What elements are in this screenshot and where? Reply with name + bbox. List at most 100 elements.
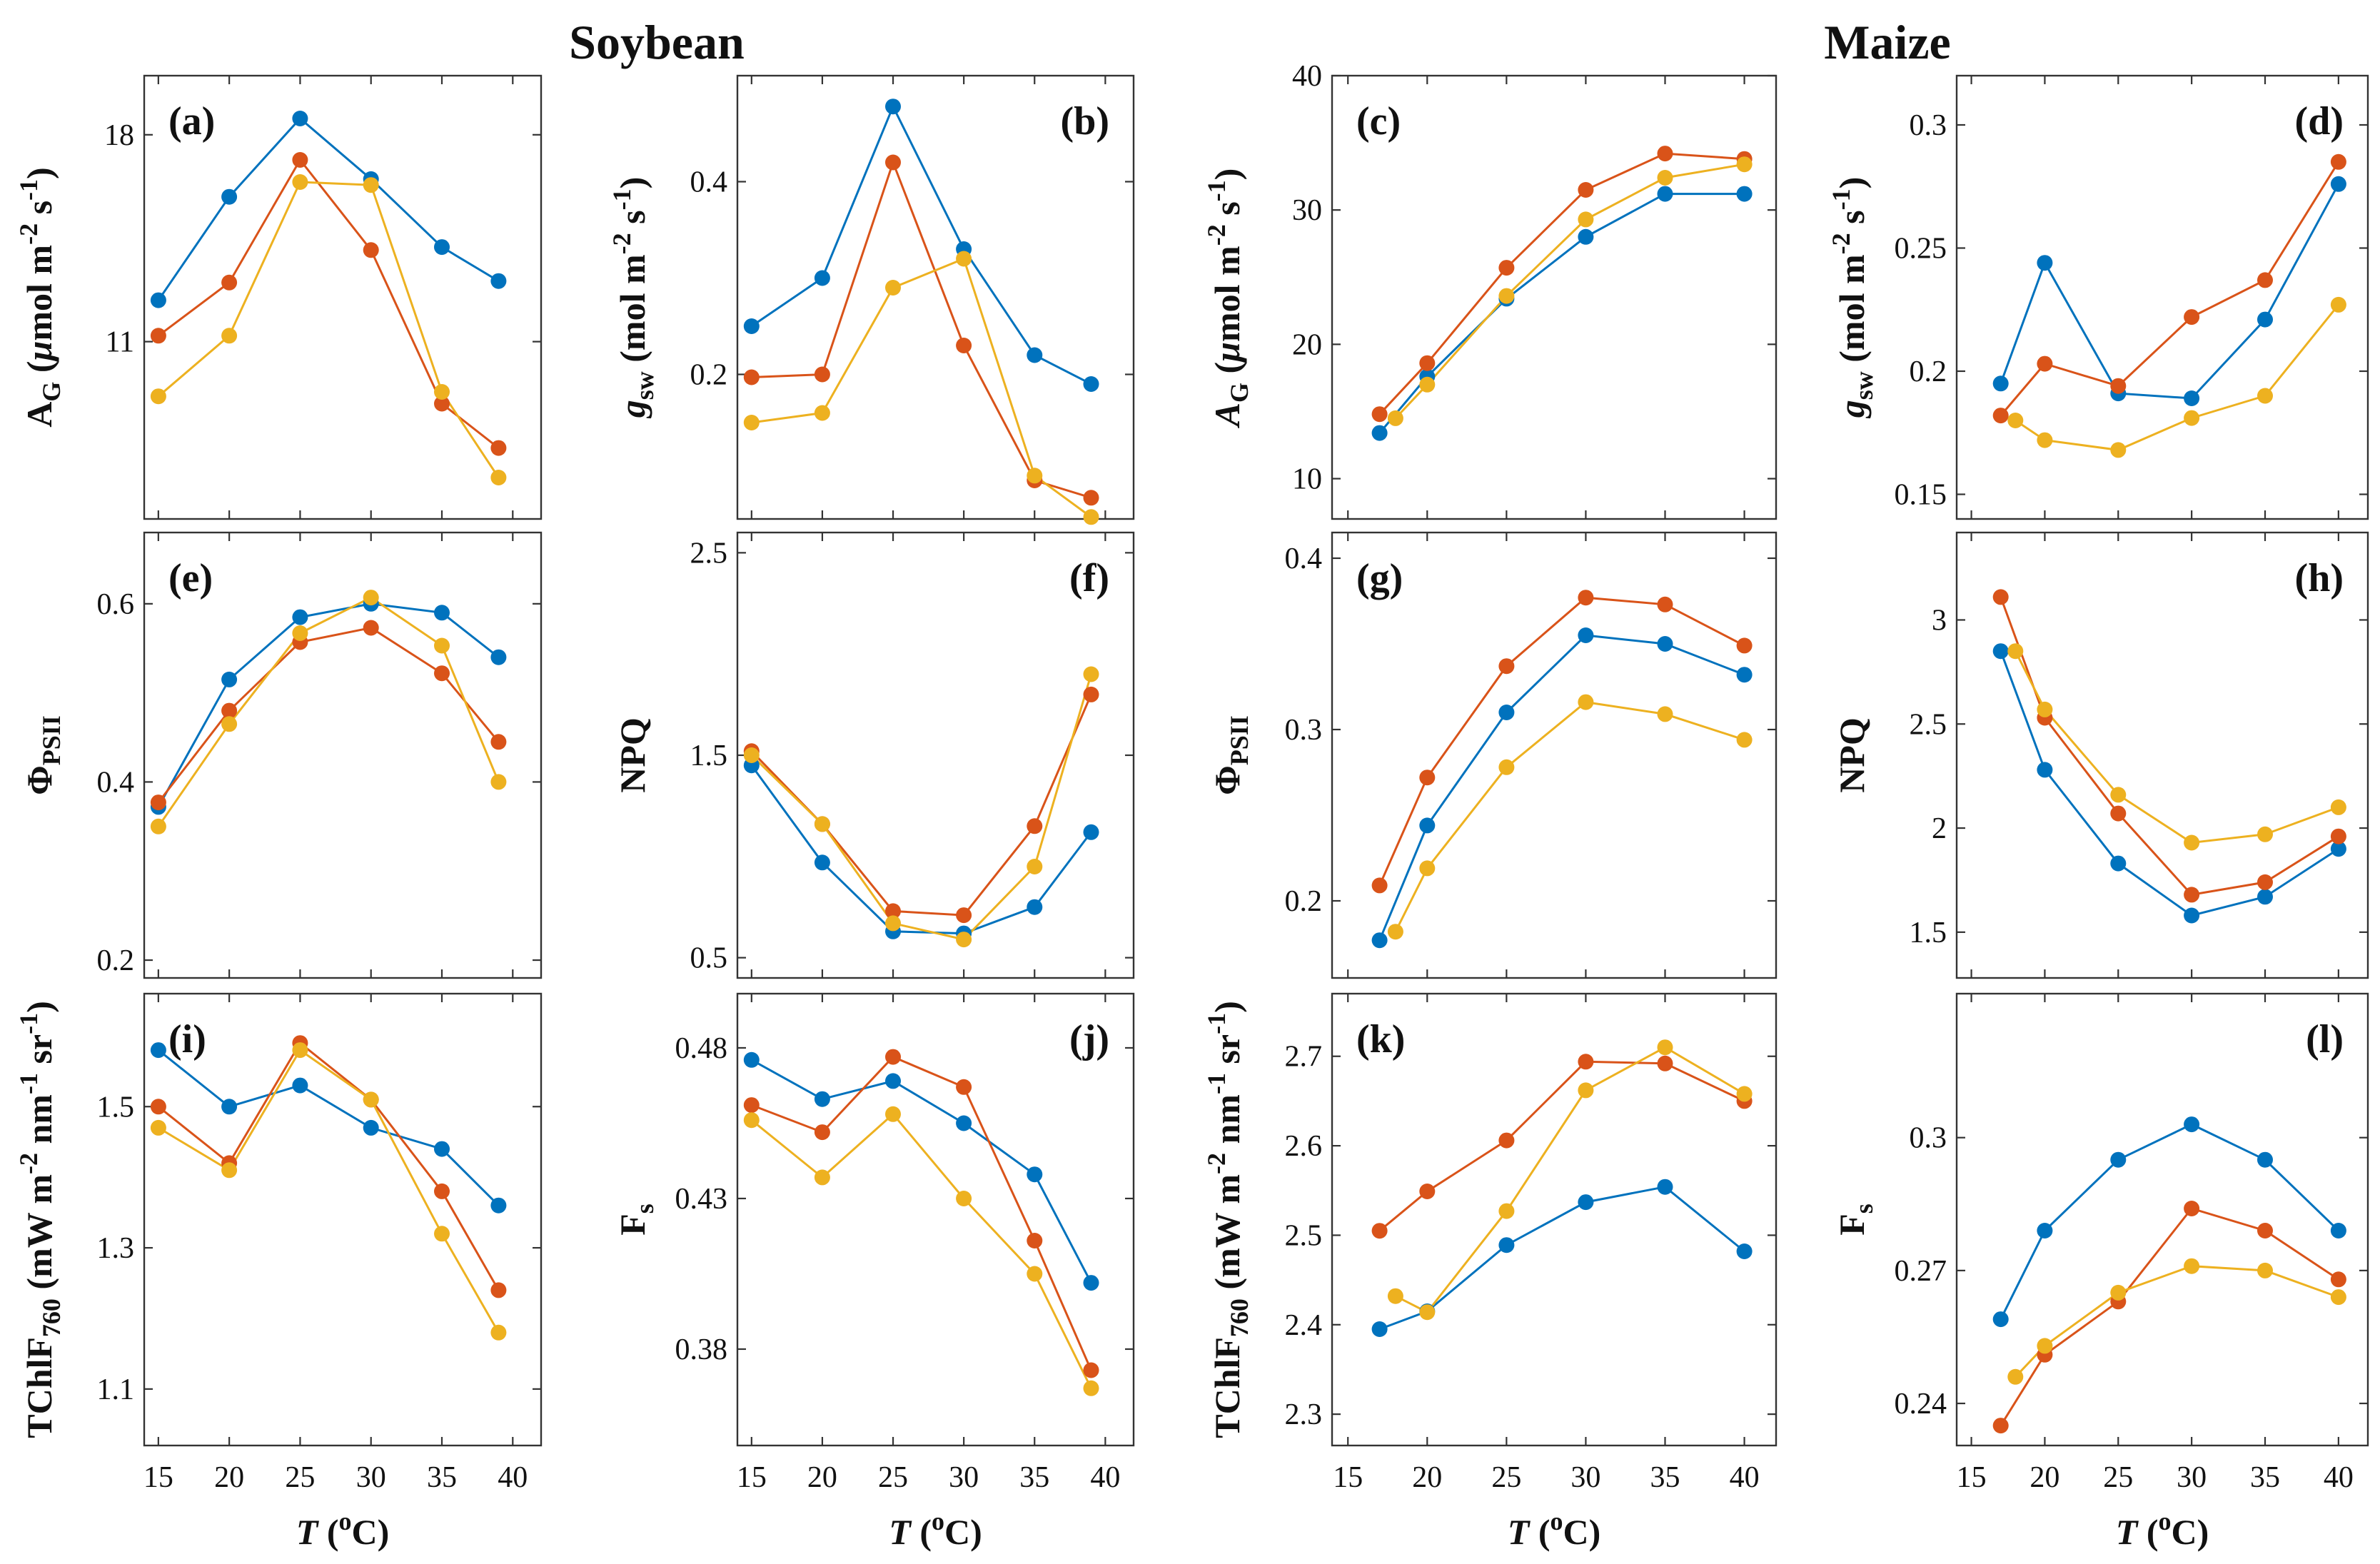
panel-d-series-3-point — [2330, 296, 2346, 313]
panel-d-series-2-point — [2037, 355, 2053, 372]
panel-a-series-1-line — [157, 116, 500, 301]
panel-a-series-3-line — [157, 181, 500, 478]
panel-d-ytick-label: 0.2 — [1910, 355, 1947, 388]
panel-h-ytick-label: 1.5 — [1910, 917, 1947, 949]
panel-k-series-2-point — [1657, 1055, 1673, 1071]
panel-j-xtick-label: 15 — [737, 1461, 767, 1494]
panel-j-series-1-point — [956, 1115, 972, 1131]
panel-l-series-2-point — [2330, 1271, 2346, 1288]
panel-h-ylabel: NPQ — [1832, 717, 1872, 793]
panel-c-series-2-point — [1498, 260, 1515, 276]
panel-k-series-1-point — [1498, 1237, 1515, 1253]
panel-l-series-1-point — [2037, 1223, 2053, 1238]
panel-c-series-3-point — [1387, 410, 1403, 426]
panel-h-series-2-point — [2330, 828, 2346, 844]
panel-k-ytick-label: 2.6 — [1285, 1130, 1323, 1163]
panel-c-series-2-point — [1657, 146, 1673, 162]
panel-d-series-3-point — [2037, 432, 2053, 448]
panel-l-series-1-point — [1992, 1311, 2009, 1328]
panel-l-series-2-point — [1992, 1418, 2009, 1434]
panel-a-frame — [143, 74, 543, 520]
panels: 11 18 AG (μmol m-2 s-1) (a) 0.2 0.4 gsw (mol m… — [14, 60, 2369, 1552]
panel-k-xtick-label: 35 — [1650, 1461, 1680, 1494]
panel-h-series-3-line — [2014, 650, 2339, 844]
panel-k-ytick-label: 2.3 — [1285, 1398, 1323, 1431]
panel-d: 0.15 0.2 0.25 0.3 gsw (mol m-2 s-1) (d) — [1827, 74, 2369, 520]
panel-i-series-1-point — [363, 1119, 379, 1136]
panel-f-ytick-label: 1.5 — [690, 740, 728, 772]
panel-k: 2.3 2.4 2.5 2.6 2.7 15 20 25 30 35 40 T (oC) TChlF76… — [1202, 992, 1778, 1552]
panel-i-frame — [143, 992, 543, 1447]
panel-h-series-1-point — [2330, 841, 2346, 857]
panel-h-ytick-label: 3 — [1932, 604, 1947, 637]
panel-g-series-1-point — [1371, 932, 1388, 949]
panel-h-ytick-label: 2 — [1932, 812, 1947, 845]
panel-l-series-2-point — [2184, 1201, 2200, 1216]
panel-e-series-3-point — [363, 590, 379, 606]
panel-f-series-3-point — [885, 915, 901, 932]
panel-i-series-3-point — [221, 1162, 238, 1179]
panel-f-series-3-point — [956, 932, 972, 948]
panel-j-series-2-point — [885, 1049, 901, 1065]
panel-j-series-1-line — [751, 1059, 1092, 1283]
panel-h-series-1-point — [2257, 889, 2273, 905]
panel-g-ytick-label: 0.4 — [1285, 543, 1323, 575]
panel-l-xlabel: T (oC) — [2116, 1507, 2209, 1552]
panel-a-series-2-point — [490, 440, 507, 456]
panel-i-xtick-label: 15 — [143, 1461, 173, 1494]
panel-l-xtick-label: 35 — [2250, 1461, 2280, 1494]
panel-d-series-2-point — [1992, 408, 2009, 424]
panel-f-series-1-point — [1083, 824, 1099, 840]
panel-f-series-3-line — [750, 674, 1092, 941]
panel-j-xtick-label: 20 — [807, 1461, 837, 1494]
panel-e-frame — [143, 531, 543, 979]
panel-g-series-3-point — [1387, 924, 1403, 940]
panel-d-series-3-point — [2184, 410, 2200, 426]
panel-k-label: (k) — [1356, 1017, 1405, 1061]
panel-b-ytick-label: 0.2 — [690, 359, 728, 392]
panel-i-series-1-point — [150, 1042, 166, 1059]
panel-c-series-1-point — [1736, 186, 1753, 202]
panel-e-series-2-point — [434, 665, 450, 682]
group-title-maize: Maize — [1824, 15, 1950, 69]
panel-h-series-1-point — [2110, 855, 2127, 872]
panel-j-series-1-point — [1027, 1166, 1043, 1183]
panel-c-ytick-label: 10 — [1292, 463, 1322, 496]
panel-k-series-1-point — [1371, 1321, 1388, 1337]
panel-a-series-1-point — [221, 188, 238, 205]
panel-j-series-3-line — [750, 1112, 1092, 1389]
panel-h-frame — [1955, 531, 2369, 979]
panel-e-series-2-point — [150, 794, 166, 811]
panel-h-series-3-point — [2037, 701, 2053, 717]
panel-a-series-1-point — [292, 111, 308, 126]
panel-b-frame — [736, 74, 1135, 520]
panel-k-series-3-point — [1578, 1082, 1594, 1099]
panel-a-series-2-point — [150, 328, 166, 344]
panel-g-series-2-line — [1378, 596, 1745, 887]
panel-f-ylabel: NPQ — [612, 717, 652, 793]
panel-i-series-3-point — [363, 1091, 379, 1108]
panel-i-series-1-point — [490, 1197, 507, 1214]
panel-b: 0.2 0.4 gsw (mol m-2 s-1) (b) — [607, 74, 1135, 525]
panel-b-series-1-line — [750, 104, 1092, 385]
panel-j-xtick-label: 30 — [949, 1461, 979, 1494]
panel-i-xtick-label: 25 — [285, 1461, 315, 1494]
panel-j-series-2-point — [956, 1079, 972, 1095]
panel-b-series-2-point — [885, 154, 901, 171]
panel-f-series-1-point — [1027, 899, 1043, 915]
panel-h-ytick-label: 2.5 — [1910, 708, 1947, 741]
panel-c-series-2-point — [1578, 182, 1594, 198]
panel-e-series-1-point — [490, 649, 507, 665]
panel-g-ylabel: ΦPSII — [1207, 715, 1254, 795]
panel-f-series-3-point — [1083, 666, 1099, 682]
panel-a-ytick-label: 11 — [106, 326, 134, 359]
panel-g-series-2-point — [1371, 877, 1388, 894]
panel-l-series-3-point — [2257, 1262, 2273, 1278]
panel-e-series-2-line — [157, 626, 500, 804]
panel-d-label: (d) — [2295, 99, 2344, 143]
panel-f-series-2-point — [1083, 686, 1099, 702]
panel-b-series-2-point — [956, 338, 972, 353]
panel-i-series-1-point — [292, 1077, 308, 1094]
panel-b-series-1-point — [1027, 347, 1043, 363]
panel-a-series-2-point — [221, 274, 238, 291]
